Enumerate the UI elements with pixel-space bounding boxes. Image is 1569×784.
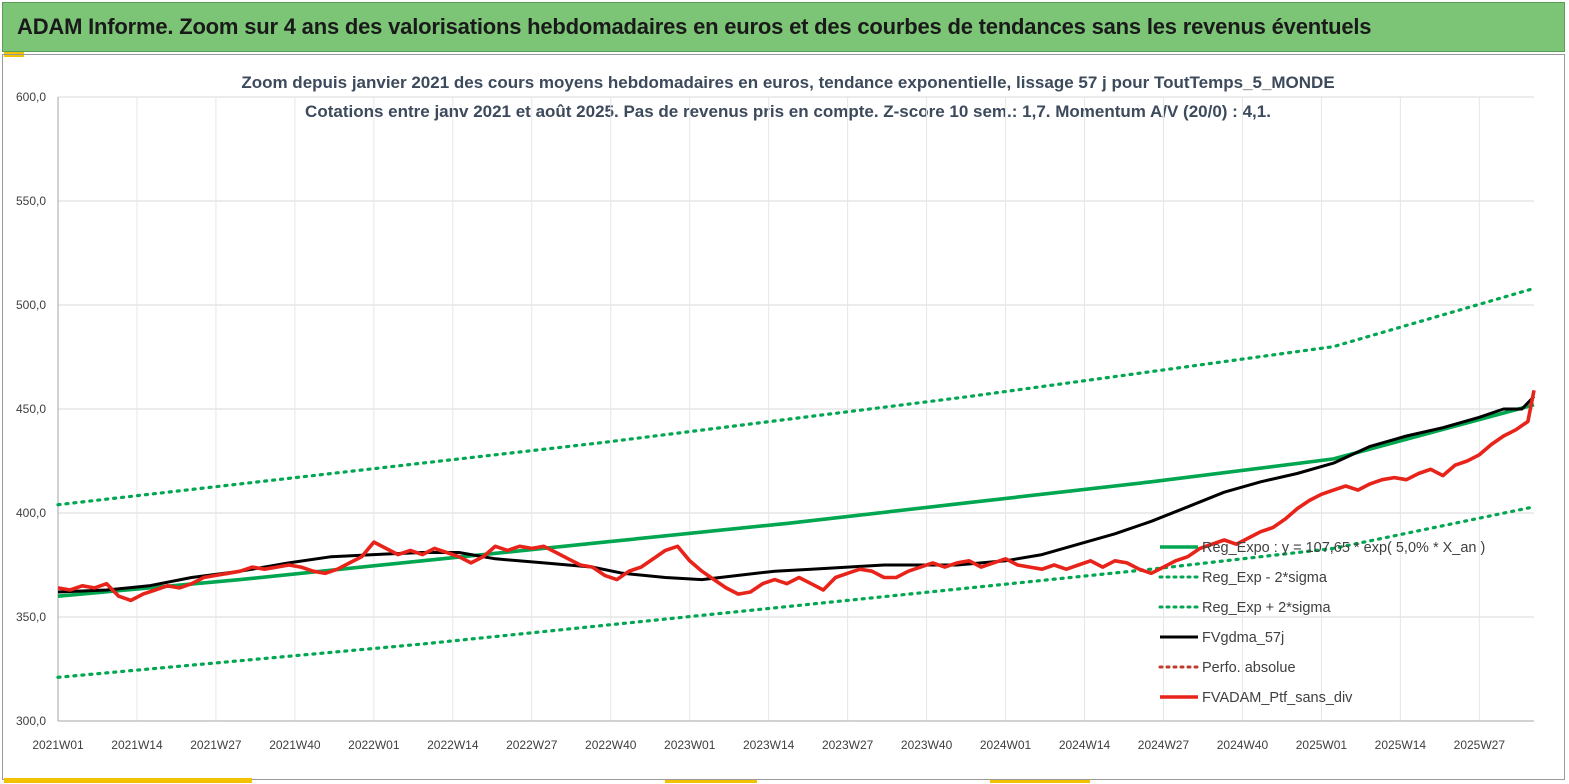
series-line-0 [57, 403, 1535, 598]
series-line-2 [56, 286, 1536, 507]
x-tick-label: 2021W01 [32, 738, 84, 752]
x-tick-label: 2022W01 [348, 738, 400, 752]
x-tick-label: 2025W14 [1375, 738, 1427, 752]
chart-subtitle: Cotations entre janv 2021 et août 2025. … [305, 102, 1271, 121]
accent-bar-bottom-3 [990, 780, 1090, 783]
x-tick-label: 2022W14 [427, 738, 479, 752]
x-tick-label: 2023W27 [822, 738, 874, 752]
x-tick-label: 2025W01 [1296, 738, 1348, 752]
chart-legend: Reg_Expo : y = 107,65 * exp( 5,0% * X_an… [1158, 540, 1485, 706]
legend-label: Reg_Exp + 2*sigma [1202, 600, 1331, 616]
y-tick-label: 350,0 [16, 610, 46, 624]
legend-label: FVADAM_Ptf_sans_div [1202, 690, 1353, 706]
series-line-3 [57, 395, 1536, 594]
legend-label: Reg_Expo : y = 107,65 * exp( 5,0% * X_an… [1202, 540, 1485, 556]
x-tick-label: 2021W40 [269, 738, 321, 752]
x-tick-label: 2021W14 [111, 738, 163, 752]
x-tick-label: 2022W27 [506, 738, 558, 752]
x-tick-label: 2024W01 [980, 738, 1032, 752]
chart-title: Zoom depuis janvier 2021 des cours moyen… [241, 73, 1334, 92]
banner-title: ADAM Informe. Zoom sur 4 ans des valoris… [17, 14, 1372, 39]
chart-frame [2, 54, 1565, 780]
x-tick-label: 2023W40 [901, 738, 953, 752]
y-tick-label: 500,0 [16, 298, 46, 312]
x-tick-label: 2023W14 [743, 738, 795, 752]
y-tick-label: 600,0 [16, 90, 46, 104]
y-tick-label: 400,0 [16, 506, 46, 520]
legend-label: FVgdma_57j [1202, 630, 1284, 646]
report-banner: ADAM Informe. Zoom sur 4 ans des valoris… [2, 2, 1565, 52]
accent-bar-bottom [4, 778, 252, 783]
series-line-1 [56, 505, 1536, 679]
chart-grid [57, 96, 1534, 721]
x-tick-label: 2025W27 [1454, 738, 1506, 752]
legend-label: Reg_Exp - 2*sigma [1202, 570, 1328, 586]
x-tick-label: 2024W14 [1059, 738, 1111, 752]
accent-bar-bottom-2 [665, 780, 757, 783]
x-tick-label: 2023W01 [664, 738, 716, 752]
chart-axes: 600,0 550,0 500,0 450,0 400,0 350,0 300,0 2021W… [16, 90, 1534, 752]
x-tick-label: 2024W40 [1217, 738, 1269, 752]
x-tick-label: 2024W27 [1138, 738, 1190, 752]
series-line-5 [57, 389, 1536, 603]
x-tick-label: 2022W40 [585, 738, 637, 752]
x-tick-label: 2021W27 [190, 738, 242, 752]
y-tick-label: 300,0 [16, 714, 46, 728]
chart-series [56, 286, 1536, 679]
legend-label: Perfo. absolue [1202, 660, 1296, 676]
y-tick-label: 450,0 [16, 402, 46, 416]
y-tick-label: 550,0 [16, 194, 46, 208]
